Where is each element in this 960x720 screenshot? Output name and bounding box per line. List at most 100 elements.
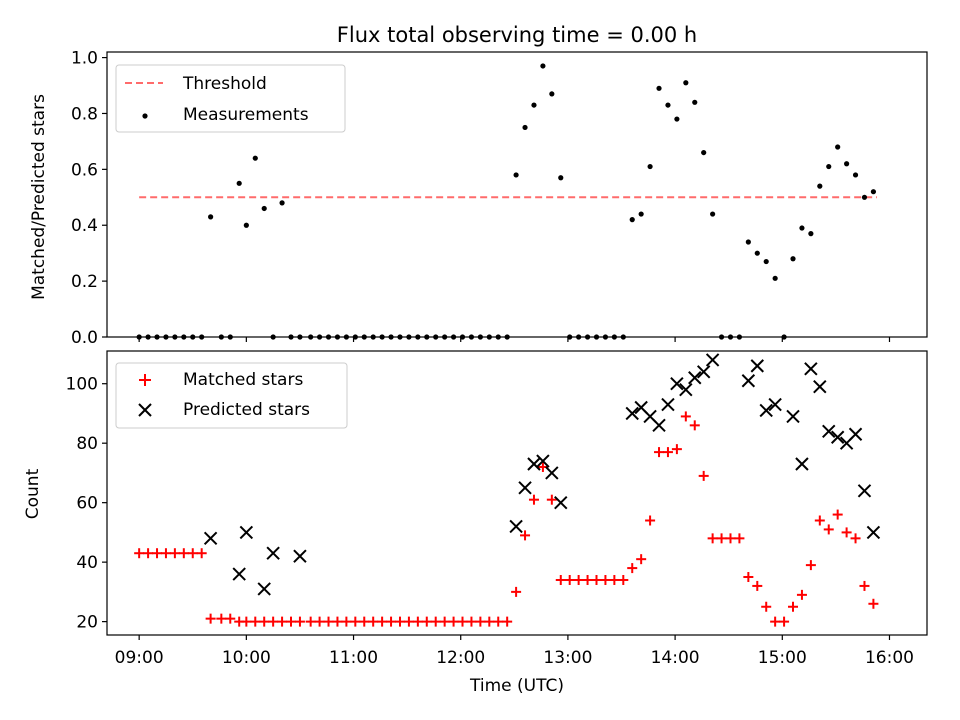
bottom-plot-frame [106,350,928,636]
matched-point [160,548,171,559]
measurement-point [629,217,635,223]
measurement-point [790,256,796,262]
measurement-point [218,334,224,340]
predicted-point [688,371,702,385]
matched-point [286,616,297,627]
matched-point [600,574,611,585]
matched-point [216,613,227,624]
matched-point [359,616,370,627]
measurement-point [379,334,385,340]
predicted-point [670,377,684,391]
top-y-tick-label: 0.2 [71,272,98,292]
predicted-point [661,397,675,412]
x-tick-label: 09:00 [115,648,164,668]
matched-point [412,616,423,627]
measurement-point [665,102,671,108]
predicted-point [679,382,693,397]
measurement-point [692,99,698,105]
measurement-point [835,144,841,150]
matched-point [457,616,468,627]
predicted-point [518,481,532,495]
predicted-point [625,406,639,421]
matched-point [305,616,316,627]
measurement-point [593,334,600,340]
matched-point [564,574,575,585]
bottom-y-tick-label: 20 [76,613,98,633]
matched-point [725,533,736,544]
matched-point [484,616,495,627]
measurement-point [442,334,448,340]
predicted-point [527,457,541,471]
matched-point [314,616,325,627]
measurement-point [397,334,403,340]
predicted-point [786,409,800,424]
x-tick-label: 13:00 [543,648,592,668]
measurement-point [208,214,214,220]
measurement-point [647,163,653,170]
matched-point [680,411,691,422]
matched-point [546,494,557,505]
matched-point [294,616,305,627]
matched-point [582,574,593,585]
top-legend: Threshold Measurements [115,64,346,133]
matched-point [268,616,279,627]
legend-measurements-swatch [142,113,148,119]
measurement-point [190,334,196,340]
predicted-point [652,418,666,433]
measurement-point [611,334,617,340]
measurement-point [261,205,267,212]
measurement-point [181,334,187,340]
matched-point [332,616,343,627]
matched-point [752,580,763,591]
measurement-point [495,334,501,340]
matched-point [475,616,486,627]
x-tick-label: 11:00 [329,648,378,668]
measurement-point [163,334,169,340]
matched-point [707,533,718,544]
measurement-point [477,334,483,340]
matched-point [779,616,790,627]
predicted-point [813,379,827,394]
measurement-point [513,172,519,178]
predicted-point [741,374,756,388]
matched-point [689,420,700,431]
predicted-point [830,430,845,444]
top-legend-box [115,64,346,133]
predicted-point [536,454,550,468]
matched-point [832,509,843,520]
measurement-point [710,211,716,217]
measurement-point [736,334,743,340]
predicted-point [857,484,872,498]
measurement-point [727,334,734,340]
predicted-point [768,397,782,412]
matched-point [662,447,673,458]
matched-point [466,616,477,627]
matched-point [770,616,781,627]
matched-point [368,616,379,627]
matched-point [143,548,154,559]
matched-point [636,554,647,565]
top-y-tick-label: 0.0 [71,328,98,348]
matched-point [403,616,414,627]
bottom-y-axis-label: Count [23,468,43,519]
matched-point [377,616,388,627]
measurement-point [620,334,626,340]
matched-point [178,548,189,559]
predicted-point [822,424,836,439]
matched-point [716,533,727,544]
matched-point [868,598,879,609]
measurement-point [558,175,564,181]
top-y-tick-label: 0.8 [71,104,98,124]
x-tick-label: 15:00 [758,648,807,668]
matched-point [350,616,361,627]
bottom-legend-box [115,362,348,429]
matched-point [788,601,799,612]
matched-point [814,515,825,526]
matched-point [386,616,397,627]
measurement-point [154,334,160,340]
bottom-y-tick-label: 40 [76,553,98,573]
matched-point [250,616,261,627]
measurement-point [754,250,760,256]
matched-point [520,530,531,541]
matched-point [241,616,252,627]
